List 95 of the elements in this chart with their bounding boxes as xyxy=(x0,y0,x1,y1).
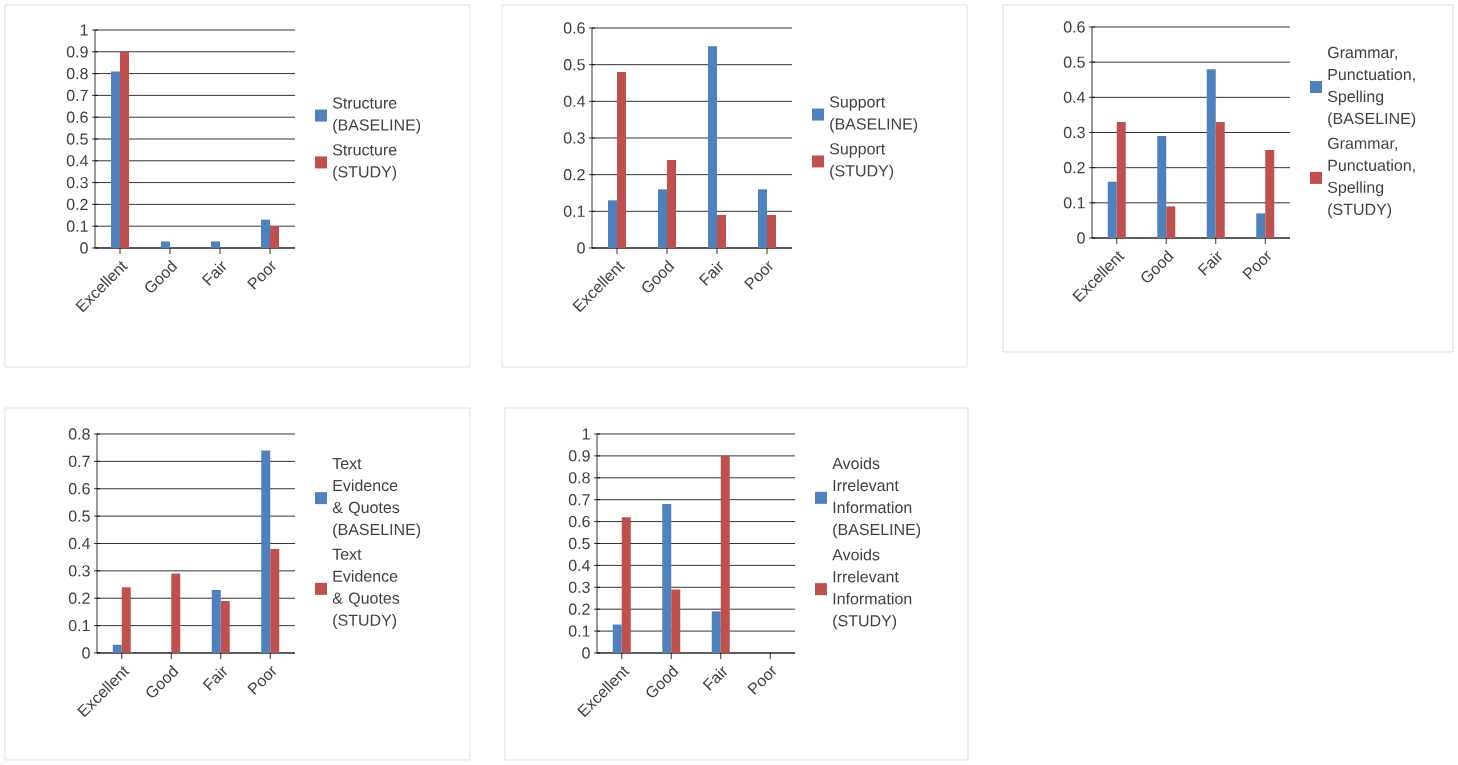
x-tick-label: Fair xyxy=(1197,251,1222,276)
y-tick-label: 0 xyxy=(1077,232,1085,244)
y-tick-label: 0.4 xyxy=(68,537,90,550)
bar xyxy=(1215,121,1225,238)
legend-label: Grammar, Punctuation, Spelling (BASELINE) xyxy=(1327,46,1416,128)
y-tick-label: 1 xyxy=(80,24,88,36)
bar xyxy=(758,189,768,248)
bar xyxy=(608,200,618,248)
bar xyxy=(161,241,171,248)
bar xyxy=(671,589,681,653)
y-tick-label: 0.1 xyxy=(568,625,590,637)
y-tick-label: 0.5 xyxy=(568,537,590,550)
bar xyxy=(1166,206,1176,238)
bar xyxy=(1157,136,1167,238)
legend-label: Grammar, Punctuation, Spelling (STUDY) xyxy=(1327,137,1415,219)
y-tick-label: 0.6 xyxy=(1063,21,1085,33)
y-tick-label: 0.1 xyxy=(563,205,585,217)
y-tick-label: 0.5 xyxy=(68,510,90,522)
bar xyxy=(708,46,718,248)
y-tick-label: 0.5 xyxy=(563,59,585,71)
y-tick-label: 0.1 xyxy=(1063,197,1085,209)
x-tick-label: Fair xyxy=(702,666,727,691)
y-tick-label: 0.3 xyxy=(1063,126,1085,139)
bar xyxy=(261,450,271,653)
bar xyxy=(711,611,721,653)
bar xyxy=(1116,121,1126,238)
y-tick-label: 0.2 xyxy=(1063,162,1085,174)
x-tick-label: Fair xyxy=(698,261,724,286)
y-tick-label: 0.8 xyxy=(66,67,88,80)
bar xyxy=(1206,69,1216,238)
y-tick-label: 0.2 xyxy=(568,603,590,615)
legend-label: Support (BASELINE) xyxy=(829,96,918,133)
bar xyxy=(261,219,271,248)
legend-label: Text Evidence & Quotes (STUDY) xyxy=(332,548,400,629)
bar xyxy=(612,624,622,653)
x-tick-label: Fair xyxy=(201,261,227,286)
y-tick-label: 0.4 xyxy=(563,95,585,107)
bar xyxy=(270,226,280,248)
y-tick-label: 0 xyxy=(582,647,590,659)
legend-label: Avoids Irrelevant Information (STUDY) xyxy=(832,548,912,630)
bar xyxy=(211,590,221,653)
bar xyxy=(111,71,121,248)
bar xyxy=(717,214,727,248)
bar xyxy=(720,455,730,653)
bar xyxy=(662,504,672,653)
y-tick-label: 0.2 xyxy=(68,592,90,604)
bar xyxy=(767,214,777,248)
bar xyxy=(1265,150,1275,238)
bar xyxy=(1107,181,1117,238)
y-tick-label: 0.8 xyxy=(68,428,90,440)
y-tick-label: 0.6 xyxy=(568,515,590,528)
y-tick-label: 0.7 xyxy=(68,455,90,468)
bar xyxy=(270,548,280,653)
bar xyxy=(658,189,668,248)
bar xyxy=(211,241,221,248)
bar xyxy=(220,600,230,653)
y-tick-label: 0.6 xyxy=(563,22,585,34)
y-tick-label: 1 xyxy=(582,428,590,440)
bar xyxy=(617,71,627,248)
bar xyxy=(171,573,181,653)
legend-label: Support (STUDY) xyxy=(829,143,894,180)
y-tick-label: 0.4 xyxy=(66,155,88,167)
y-tick-label: 0.3 xyxy=(68,565,90,577)
legend-label: Structure (STUDY) xyxy=(332,144,397,181)
y-tick-label: 0.3 xyxy=(66,176,88,189)
legend-label: Text Evidence & Quotes (BASELINE) xyxy=(332,457,421,539)
bar xyxy=(667,159,677,248)
y-tick-label: 0 xyxy=(577,242,585,254)
y-tick-label: 0.9 xyxy=(568,450,590,462)
y-tick-label: 0 xyxy=(80,242,88,254)
y-tick-label: 0.4 xyxy=(1063,91,1085,103)
y-tick-label: 0.9 xyxy=(66,46,88,58)
y-tick-label: 0.7 xyxy=(568,494,590,506)
bar xyxy=(121,587,131,653)
bar xyxy=(112,644,122,653)
y-tick-label: 0.3 xyxy=(568,581,590,593)
legend-label: Avoids Irrelevant Information (BASELINE) xyxy=(832,457,921,539)
bar xyxy=(1256,213,1266,238)
y-tick-label: 0.1 xyxy=(68,619,90,632)
y-tick-label: 0.7 xyxy=(66,89,88,102)
x-tick-label: Fair xyxy=(202,666,227,691)
legend-label: Structure (BASELINE) xyxy=(332,97,421,134)
bar xyxy=(621,517,631,653)
y-tick-label: 0.1 xyxy=(66,220,88,232)
y-tick-label: 0.8 xyxy=(568,472,590,484)
y-tick-label: 0.2 xyxy=(563,169,585,181)
y-tick-label: 0.6 xyxy=(66,111,88,123)
y-tick-label: 0.5 xyxy=(66,133,88,145)
y-tick-label: 0.2 xyxy=(66,198,88,211)
bar xyxy=(120,51,130,248)
y-tick-label: 0.6 xyxy=(68,483,90,495)
y-tick-label: 0.4 xyxy=(568,559,590,572)
y-tick-label: 0.3 xyxy=(563,132,585,144)
y-tick-label: 0 xyxy=(82,647,90,659)
y-tick-label: 0.5 xyxy=(1063,56,1085,68)
